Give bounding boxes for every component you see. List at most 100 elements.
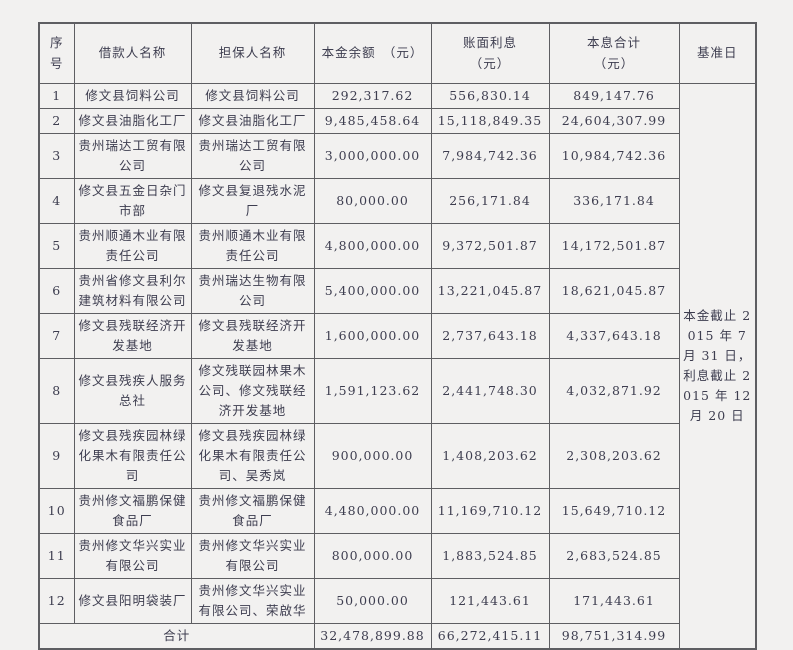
table-row: 3 贵州瑞达工贸有限公司 贵州瑞达工贸有限公司 3,000,000.00 7,9… bbox=[38, 132, 756, 179]
cell-principal: 3,000,000.00 bbox=[313, 132, 432, 179]
cell-total: 24,604,307.99 bbox=[548, 107, 680, 134]
loan-table: 序 号 借款人名称 担保人名称 本金余额 （元） 账面利息 （元） 本息合计 （… bbox=[38, 22, 757, 650]
cell-no: 7 bbox=[38, 312, 75, 359]
cell-borrower: 贵州修文华兴实业有限公司 bbox=[73, 532, 192, 579]
cell-total: 10,984,742.36 bbox=[548, 132, 680, 179]
header-no: 序 号 bbox=[38, 22, 75, 84]
header-base-date: 基准日 bbox=[678, 22, 757, 84]
cell-principal: 1,591,123.62 bbox=[313, 357, 432, 424]
cell-total: 4,032,871.92 bbox=[548, 357, 680, 424]
cell-no: 6 bbox=[38, 267, 75, 314]
cell-guarantor: 修文残联园林果木公司、修文残联经济开发基地 bbox=[190, 357, 315, 424]
base-date-note: 本金截止 2015 年 7 月 31 日，利息截止 2015 年 12 月 20… bbox=[678, 82, 757, 649]
cell-interest: 13,221,045.87 bbox=[430, 267, 550, 314]
cell-guarantor: 修文县复退残水泥厂 bbox=[190, 177, 315, 224]
cell-guarantor: 修文县饲料公司 bbox=[190, 82, 315, 109]
cell-total: 336,171.84 bbox=[548, 177, 680, 224]
cell-interest: 121,443.61 bbox=[430, 577, 550, 624]
cell-principal: 4,800,000.00 bbox=[313, 222, 432, 269]
cell-principal: 4,480,000.00 bbox=[313, 487, 432, 534]
cell-total: 171,443.61 bbox=[548, 577, 680, 624]
cell-total: 2,308,203.62 bbox=[548, 422, 680, 489]
cell-no: 5 bbox=[38, 222, 75, 269]
table-row: 11 贵州修文华兴实业有限公司 贵州修文华兴实业有限公司 800,000.00 … bbox=[38, 532, 756, 579]
cell-principal: 800,000.00 bbox=[313, 532, 432, 579]
cell-borrower: 贵州瑞达工贸有限公司 bbox=[73, 132, 192, 179]
header-row: 序 号 借款人名称 担保人名称 本金余额 （元） 账面利息 （元） 本息合计 （… bbox=[38, 22, 757, 84]
cell-interest: 1,408,203.62 bbox=[430, 422, 550, 489]
cell-guarantor: 修文县残联经济开发基地 bbox=[190, 312, 315, 359]
header-borrower: 借款人名称 bbox=[73, 22, 192, 84]
cell-interest: 15,118,849.35 bbox=[430, 107, 550, 134]
cell-interest: 556,830.14 bbox=[430, 82, 550, 109]
cell-principal: 80,000.00 bbox=[313, 177, 432, 224]
cell-interest: 7,984,742.36 bbox=[430, 132, 550, 179]
cell-guarantor: 贵州瑞达工贸有限公司 bbox=[190, 132, 315, 179]
cell-borrower: 修文县残疾园林绿化果木有限责任公司 bbox=[73, 422, 192, 489]
table-row: 1 修文县饲料公司 修文县饲料公司 292,317.62 556,830.14 … bbox=[38, 82, 757, 649]
table-row: 10 贵州修文福鹏保健食品厂 贵州修文福鹏保健食品厂 4,480,000.00 … bbox=[38, 487, 756, 534]
header-interest-line1: 账面利息 bbox=[462, 35, 517, 51]
cell-principal: 50,000.00 bbox=[313, 577, 432, 624]
cell-total: 18,621,045.87 bbox=[548, 267, 680, 314]
total-label: 合计 bbox=[38, 622, 315, 649]
cell-no: 4 bbox=[38, 177, 75, 224]
table-row: 8 修文县残疾人服务总社 修文残联园林果木公司、修文残联经济开发基地 1,591… bbox=[38, 357, 756, 424]
cell-borrower: 贵州修文福鹏保健食品厂 bbox=[73, 487, 192, 534]
header-total-line2: （元） bbox=[593, 56, 635, 72]
cell-total: 2,683,524.85 bbox=[548, 532, 680, 579]
header-interest: 账面利息 （元） bbox=[430, 22, 550, 84]
table-row: 2 修文县油脂化工厂 修文县油脂化工厂 9,485,458.64 15,118,… bbox=[38, 107, 756, 134]
cell-no: 8 bbox=[38, 357, 75, 424]
header-principal: 本金余额 （元） bbox=[313, 22, 432, 84]
cell-no: 12 bbox=[38, 577, 75, 624]
cell-total: 849,147.76 bbox=[548, 82, 680, 109]
cell-guarantor: 贵州顺通木业有限责任公司 bbox=[190, 222, 315, 269]
cell-interest: 1,883,524.85 bbox=[430, 532, 550, 579]
table-row: 7 修文县残联经济开发基地 修文县残联经济开发基地 1,600,000.00 2… bbox=[38, 312, 756, 359]
table-row: 5 贵州顺通木业有限责任公司 贵州顺通木业有限责任公司 4,800,000.00… bbox=[38, 222, 756, 269]
cell-total: 15,649,710.12 bbox=[548, 487, 680, 534]
cell-interest: 2,441,748.30 bbox=[430, 357, 550, 424]
cell-guarantor: 贵州瑞达生物有限公司 bbox=[190, 267, 315, 314]
cell-no: 9 bbox=[38, 422, 75, 489]
cell-guarantor: 修文县残疾园林绿化果木有限责任公司、吴秀岚 bbox=[190, 422, 315, 489]
cell-borrower: 修文县阳明袋装厂 bbox=[73, 577, 192, 624]
cell-borrower: 修文县五金日杂门市部 bbox=[73, 177, 192, 224]
cell-borrower: 修文县残联经济开发基地 bbox=[73, 312, 192, 359]
header-total-line1: 本息合计 bbox=[586, 35, 641, 51]
cell-principal: 1,600,000.00 bbox=[313, 312, 432, 359]
cell-borrower: 修文县残疾人服务总社 bbox=[73, 357, 192, 424]
table-row: 4 修文县五金日杂门市部 修文县复退残水泥厂 80,000.00 256,171… bbox=[38, 177, 756, 224]
cell-guarantor: 贵州修文华兴实业有限公司 bbox=[190, 532, 315, 579]
table-row: 9 修文县残疾园林绿化果木有限责任公司 修文县残疾园林绿化果木有限责任公司、吴秀… bbox=[38, 422, 756, 489]
cell-principal: 900,000.00 bbox=[313, 422, 432, 489]
cell-no: 10 bbox=[38, 487, 75, 534]
cell-borrower: 贵州顺通木业有限责任公司 bbox=[73, 222, 192, 269]
total-interest: 66,272,415.11 bbox=[430, 622, 550, 649]
header-total: 本息合计 （元） bbox=[548, 22, 680, 84]
cell-principal: 5,400,000.00 bbox=[313, 267, 432, 314]
cell-borrower: 修文县饲料公司 bbox=[73, 82, 192, 109]
cell-interest: 9,372,501.87 bbox=[430, 222, 550, 269]
total-total: 98,751,314.99 bbox=[548, 622, 680, 649]
cell-interest: 11,169,710.12 bbox=[430, 487, 550, 534]
cell-interest: 2,737,643.18 bbox=[430, 312, 550, 359]
cell-no: 2 bbox=[38, 107, 75, 134]
header-no-line2: 号 bbox=[49, 56, 64, 72]
table-row: 12 修文县阳明袋装厂 贵州修文华兴实业有限公司、荣啟华 50,000.00 1… bbox=[38, 577, 756, 624]
cell-no: 3 bbox=[38, 132, 75, 179]
table-row: 6 贵州省修文县利尔建筑材料有限公司 贵州瑞达生物有限公司 5,400,000.… bbox=[38, 267, 756, 314]
header-guarantor: 担保人名称 bbox=[190, 22, 315, 84]
cell-total: 14,172,501.87 bbox=[548, 222, 680, 269]
cell-borrower: 贵州省修文县利尔建筑材料有限公司 bbox=[73, 267, 192, 314]
cell-guarantor: 贵州修文华兴实业有限公司、荣啟华 bbox=[190, 577, 315, 624]
cell-borrower: 修文县油脂化工厂 bbox=[73, 107, 192, 134]
cell-no: 1 bbox=[38, 82, 75, 109]
cell-no: 11 bbox=[38, 532, 75, 579]
cell-principal: 292,317.62 bbox=[313, 82, 432, 109]
cell-total: 4,337,643.18 bbox=[548, 312, 680, 359]
header-interest-line2: （元） bbox=[469, 56, 511, 72]
cell-interest: 256,171.84 bbox=[430, 177, 550, 224]
header-no-line1: 序 bbox=[49, 35, 64, 51]
